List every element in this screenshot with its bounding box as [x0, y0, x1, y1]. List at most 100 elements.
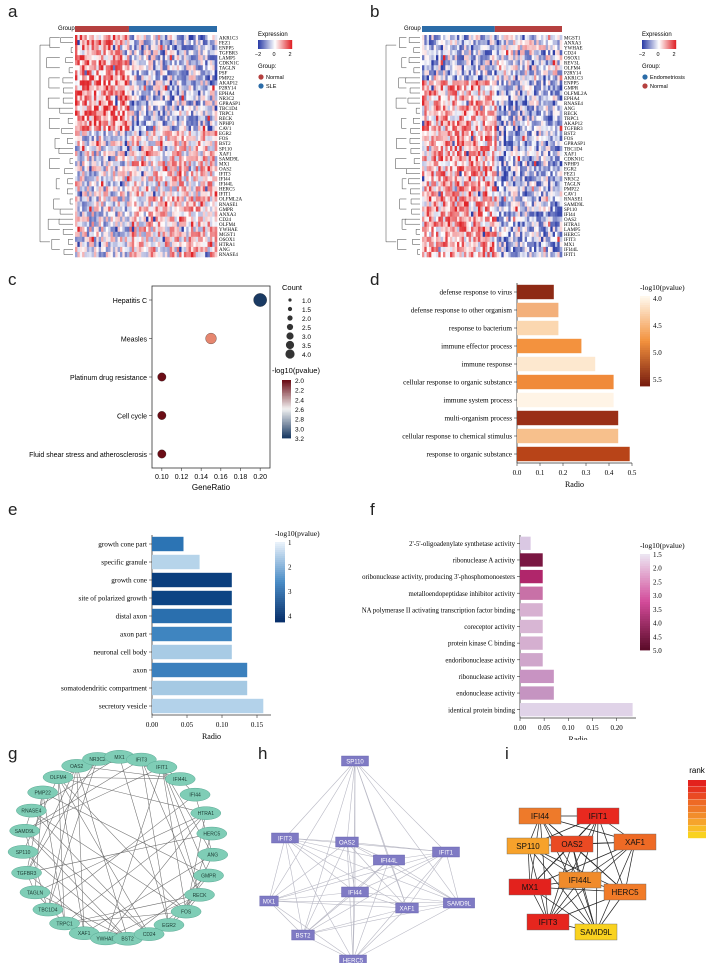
legend-gradient-step [267, 40, 269, 49]
heat-cell [447, 186, 451, 192]
dendrogram-branch [401, 118, 407, 129]
heat-cell [183, 110, 187, 117]
heat-cell [169, 161, 173, 167]
heat-cell [134, 100, 137, 106]
heat-cell [499, 50, 502, 56]
heat-cell [131, 40, 135, 46]
heat-cell [499, 140, 502, 147]
heat-cell [536, 191, 539, 197]
heat-cell [508, 45, 511, 51]
heat-cell [91, 125, 95, 132]
heat-cell [143, 140, 147, 147]
heat-cell [91, 161, 95, 167]
heat-cell [176, 110, 180, 117]
heat-cell [443, 120, 446, 127]
heat-cell [209, 156, 213, 162]
heat-cell [93, 80, 97, 86]
heat-cell [538, 50, 542, 56]
heat-cell [117, 236, 121, 243]
heat-cell [148, 156, 152, 162]
heat-cell [543, 120, 546, 127]
heat-cell [110, 140, 114, 147]
heat-cell [198, 151, 201, 157]
heat-cell [494, 181, 497, 187]
heat-cell [176, 236, 180, 243]
heat-cell [548, 95, 551, 101]
heat-cell [443, 191, 446, 197]
heat-cell [214, 201, 218, 207]
heat-cell [487, 80, 490, 86]
heat-cell [115, 115, 118, 122]
heat-cell [212, 211, 215, 217]
heat-cell [510, 181, 514, 187]
heat-cell [457, 176, 460, 182]
heat-cell [426, 201, 430, 207]
heat-cell [146, 115, 149, 122]
dendrogram-branch [59, 107, 73, 114]
heat-cell [531, 146, 535, 152]
heat-cell [172, 156, 175, 162]
heat-cell [494, 45, 497, 51]
heat-cell [450, 181, 453, 187]
heat-cell [115, 246, 118, 253]
heat-cell [150, 115, 154, 122]
heat-cell [452, 125, 455, 132]
heat-cell [167, 221, 170, 228]
heat-cell [169, 45, 173, 51]
dendrogram-branch [49, 158, 60, 169]
heat-cell [93, 211, 97, 217]
heat-cell [524, 55, 528, 61]
heat-cell [148, 201, 152, 207]
heat-cell [143, 206, 147, 212]
heat-cell [164, 120, 168, 127]
heat-cell [122, 120, 125, 127]
heat-cell [146, 226, 149, 233]
heat-cell [141, 166, 144, 172]
heat-cell [108, 246, 111, 253]
heat-cell [454, 181, 458, 187]
heat-cell [443, 206, 446, 212]
heat-cell [522, 35, 525, 41]
heat-cell [143, 181, 147, 187]
heat-cell [426, 50, 430, 56]
heat-cell [545, 35, 549, 41]
heat-cell [443, 211, 446, 217]
heatmap-b: Group MGST1ANXA3YWHAECD24OSOX1REV3LOLFM4… [385, 26, 685, 258]
heat-cell [431, 206, 434, 212]
heat-cell [96, 251, 99, 258]
heat-cell [520, 75, 523, 81]
heat-cell [198, 236, 201, 243]
heat-cell [209, 85, 213, 91]
heat-cell [86, 140, 90, 147]
heat-cell [124, 216, 128, 222]
heat-cell [115, 120, 118, 127]
heat-cell [499, 191, 502, 197]
heat-cell [103, 125, 107, 132]
heat-cell [489, 100, 493, 106]
heat-cell [485, 100, 488, 106]
heat-cell [86, 90, 90, 96]
heat-cell [480, 120, 483, 127]
heat-cell [86, 156, 90, 162]
heat-cell [91, 191, 95, 197]
heat-cell [164, 156, 168, 162]
heat-cell [79, 201, 83, 207]
heat-cell [501, 95, 504, 101]
heat-cell [457, 45, 460, 51]
gene-label: OLFM4 [219, 223, 236, 228]
heat-cell [105, 45, 109, 51]
heat-cell [494, 201, 497, 207]
gene-label: SAMD9L [219, 157, 239, 162]
heat-cell [188, 55, 192, 61]
heat-cell [501, 146, 504, 152]
heat-cell [513, 166, 516, 172]
heat-cell [124, 211, 128, 217]
heat-cell [186, 100, 189, 106]
heat-cell [98, 151, 102, 157]
heat-cell [506, 65, 509, 71]
heat-cell [510, 100, 514, 106]
heat-cell [475, 196, 479, 202]
heat-cell [452, 135, 455, 142]
heat-cell [160, 90, 163, 96]
heat-cell [82, 40, 85, 46]
